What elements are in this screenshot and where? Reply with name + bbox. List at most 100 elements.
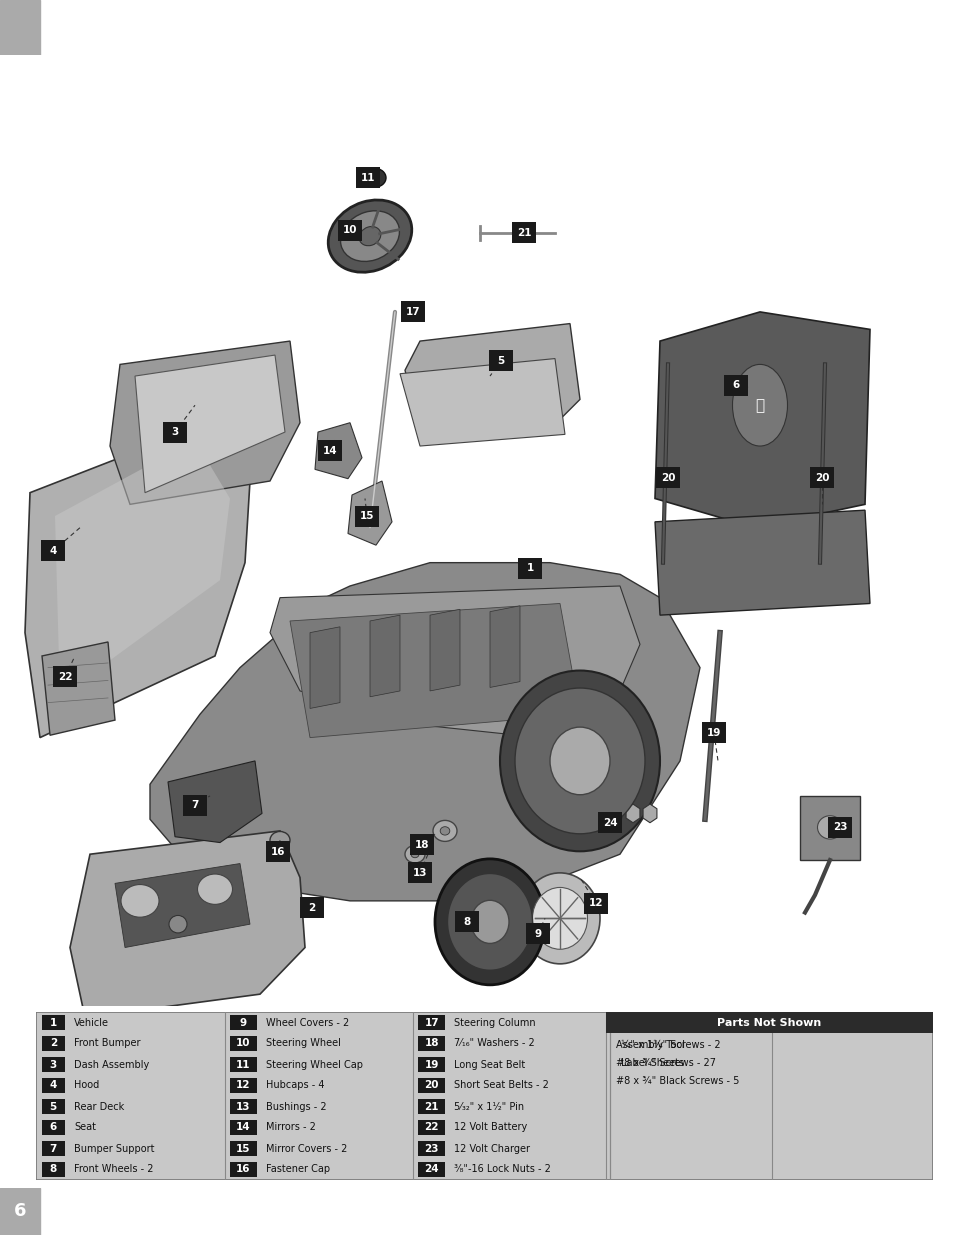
Text: Label Sheets: Label Sheets [620, 1058, 683, 1068]
Text: Parts Not Shown: Parts Not Shown [717, 1018, 821, 1028]
Polygon shape [115, 863, 250, 947]
Text: 23: 23 [424, 1144, 438, 1153]
Text: Hood: Hood [73, 1081, 99, 1091]
FancyBboxPatch shape [417, 1099, 445, 1114]
Text: Mirrors - 2: Mirrors - 2 [266, 1123, 315, 1132]
Text: 20: 20 [424, 1081, 438, 1091]
Polygon shape [290, 604, 579, 737]
Text: Mirror Covers - 2: Mirror Covers - 2 [266, 1144, 347, 1153]
Polygon shape [405, 324, 579, 435]
FancyBboxPatch shape [337, 220, 361, 241]
FancyBboxPatch shape [809, 467, 833, 488]
Text: 22: 22 [58, 672, 72, 682]
Text: Bumper Support: Bumper Support [73, 1144, 154, 1153]
Text: 13: 13 [413, 868, 427, 878]
FancyBboxPatch shape [230, 1057, 256, 1072]
FancyBboxPatch shape [417, 1162, 445, 1177]
Text: 24: 24 [602, 818, 617, 827]
FancyBboxPatch shape [400, 301, 424, 322]
Text: 6: 6 [13, 1203, 27, 1220]
Polygon shape [25, 422, 250, 737]
FancyBboxPatch shape [163, 421, 187, 442]
FancyBboxPatch shape [583, 893, 607, 914]
FancyBboxPatch shape [656, 467, 679, 488]
Text: 3: 3 [50, 1060, 57, 1070]
Ellipse shape [364, 168, 386, 188]
FancyBboxPatch shape [355, 505, 378, 526]
Ellipse shape [411, 851, 418, 858]
Text: 23: 23 [832, 823, 846, 832]
FancyBboxPatch shape [230, 1099, 256, 1114]
Ellipse shape [439, 826, 449, 835]
FancyBboxPatch shape [53, 667, 77, 688]
Text: PARTS  DIAGRAM: PARTS DIAGRAM [377, 17, 576, 37]
Polygon shape [348, 480, 392, 545]
Text: 5: 5 [497, 356, 504, 366]
Ellipse shape [270, 831, 290, 848]
FancyBboxPatch shape [42, 1099, 65, 1114]
Text: 17: 17 [424, 1018, 438, 1028]
Text: 12 Volt Battery: 12 Volt Battery [454, 1123, 527, 1132]
Text: 5⁄₃₂" x 1¹⁄₂" Pin: 5⁄₃₂" x 1¹⁄₂" Pin [454, 1102, 524, 1112]
FancyBboxPatch shape [230, 1015, 256, 1030]
FancyBboxPatch shape [266, 841, 290, 862]
Text: 21: 21 [424, 1102, 438, 1112]
Text: 16: 16 [271, 847, 285, 857]
FancyBboxPatch shape [525, 923, 550, 944]
FancyBboxPatch shape [455, 911, 478, 932]
Polygon shape [399, 358, 564, 446]
FancyBboxPatch shape [42, 1141, 65, 1156]
FancyBboxPatch shape [317, 440, 341, 461]
Text: 12: 12 [588, 898, 602, 908]
Ellipse shape [169, 915, 187, 932]
FancyBboxPatch shape [489, 351, 513, 372]
Text: #8 x ¾" Black Screws - 5: #8 x ¾" Black Screws - 5 [616, 1076, 740, 1087]
Ellipse shape [515, 688, 644, 834]
Text: 21: 21 [517, 227, 531, 237]
Bar [0, 0, 40, 56]
Text: 22: 22 [424, 1123, 438, 1132]
Ellipse shape [519, 873, 599, 963]
Text: 7⁄₁₆" Washers - 2: 7⁄₁₆" Washers - 2 [454, 1039, 535, 1049]
Polygon shape [70, 831, 305, 1018]
Ellipse shape [340, 211, 399, 262]
Ellipse shape [732, 364, 786, 446]
Ellipse shape [817, 816, 841, 839]
Ellipse shape [328, 200, 412, 272]
Text: 7: 7 [50, 1144, 57, 1153]
Ellipse shape [532, 888, 587, 950]
Text: 15: 15 [359, 511, 374, 521]
Text: 14: 14 [235, 1123, 251, 1132]
FancyBboxPatch shape [41, 541, 65, 562]
Polygon shape [310, 627, 339, 709]
Text: Hubcaps - 4: Hubcaps - 4 [266, 1081, 324, 1091]
Text: Long Seat Belt: Long Seat Belt [454, 1060, 525, 1070]
FancyBboxPatch shape [512, 222, 536, 243]
Ellipse shape [514, 228, 525, 237]
Bar [0, 1188, 40, 1235]
Text: Front Wheels - 2: Front Wheels - 2 [73, 1165, 153, 1174]
FancyBboxPatch shape [299, 898, 324, 919]
Ellipse shape [405, 846, 424, 863]
Text: 18: 18 [415, 840, 429, 850]
FancyBboxPatch shape [827, 816, 851, 837]
FancyBboxPatch shape [42, 1162, 65, 1177]
Text: 8: 8 [50, 1165, 57, 1174]
Ellipse shape [121, 884, 159, 918]
FancyBboxPatch shape [417, 1057, 445, 1072]
Ellipse shape [433, 820, 456, 841]
Polygon shape [110, 341, 299, 504]
FancyBboxPatch shape [410, 835, 434, 856]
Text: 6: 6 [732, 380, 739, 390]
Text: 11: 11 [236, 1060, 251, 1070]
Text: 8: 8 [463, 916, 470, 926]
Ellipse shape [197, 874, 233, 904]
Text: 10: 10 [342, 225, 356, 236]
FancyBboxPatch shape [42, 1078, 65, 1093]
Text: 20: 20 [814, 473, 828, 483]
FancyBboxPatch shape [42, 1036, 65, 1051]
Text: ¼" x 1¼" Screws - 2: ¼" x 1¼" Screws - 2 [620, 1041, 720, 1051]
Ellipse shape [435, 858, 544, 984]
Text: 🐎: 🐎 [755, 398, 763, 412]
Text: 2: 2 [308, 903, 315, 913]
